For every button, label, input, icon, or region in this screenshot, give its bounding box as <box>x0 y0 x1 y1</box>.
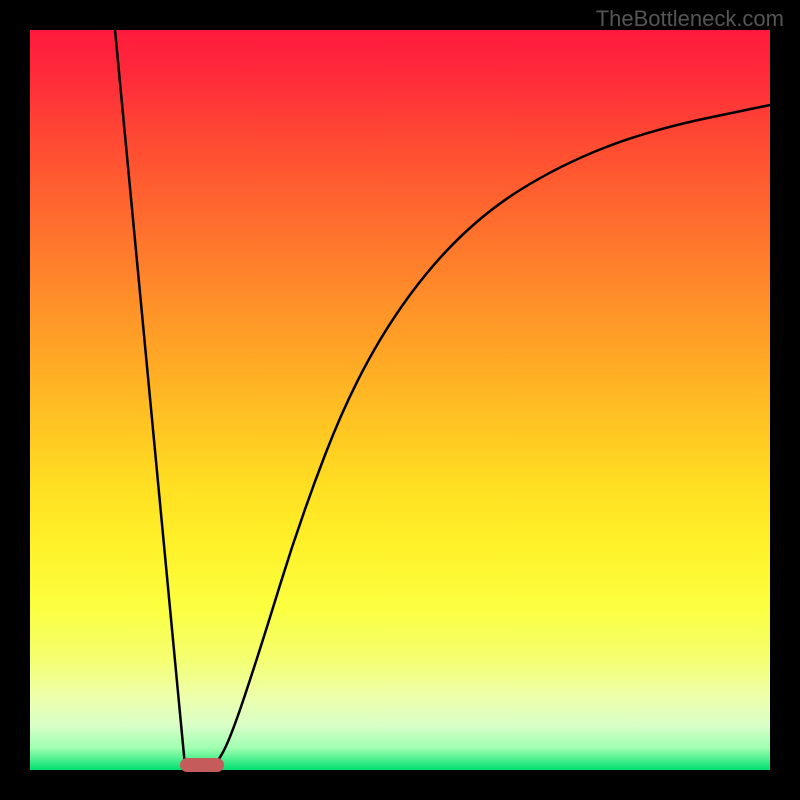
gradient-background <box>30 30 770 770</box>
plot-area <box>30 30 770 770</box>
optimum-marker <box>180 758 224 772</box>
watermark-text: TheBottleneck.com <box>596 6 784 32</box>
chart-svg <box>30 30 770 770</box>
